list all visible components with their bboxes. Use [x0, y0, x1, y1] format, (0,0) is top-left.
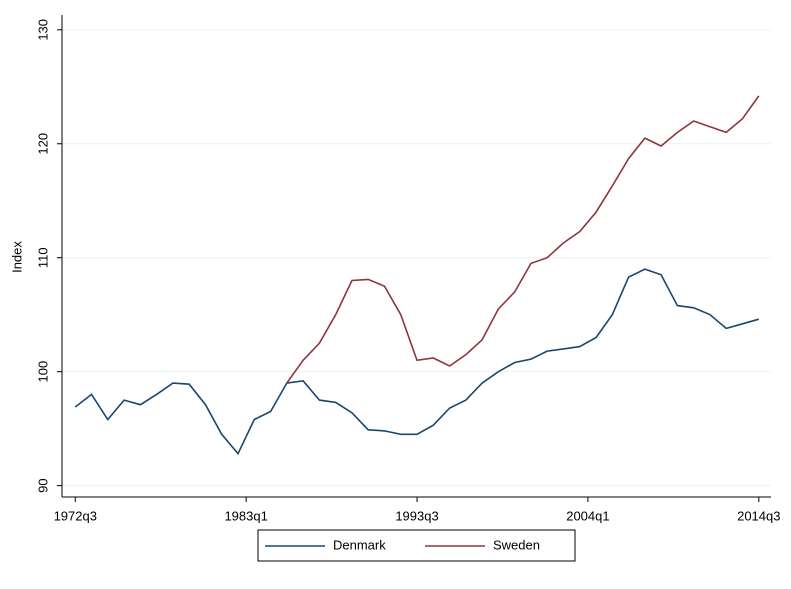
legend: Denmark Sweden: [257, 529, 576, 562]
x-tick-label: 1993q3: [395, 508, 438, 523]
series-line: [286, 95, 760, 384]
series-line: [74, 268, 760, 456]
x-tick-label: 2004q1: [566, 508, 609, 523]
legend-label: Sweden: [493, 537, 540, 552]
x-tick-label: 1983q1: [224, 508, 267, 523]
y-tick-label: 120: [35, 133, 50, 155]
y-tick-label: 110: [35, 247, 50, 268]
y-axis-label: Index: [9, 241, 24, 273]
legend-label: Denmark: [333, 537, 386, 552]
x-tick-label: 1972q3: [54, 508, 97, 523]
x-tick-label: 2014q3: [737, 508, 780, 523]
y-tick-label: 100: [35, 361, 50, 383]
y-tick-label: 90: [35, 478, 50, 492]
y-tick-label: 130: [35, 19, 50, 41]
